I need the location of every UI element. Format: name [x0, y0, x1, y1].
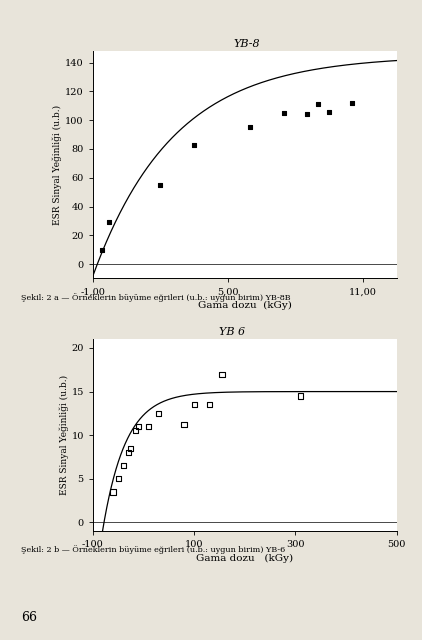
- Y-axis label: ESR Sinyal Yeğinliği (u.b.): ESR Sinyal Yeğinliği (u.b.): [53, 105, 62, 225]
- Point: [206, 399, 213, 410]
- Point: [191, 399, 197, 410]
- Text: YB 6: YB 6: [219, 327, 245, 337]
- Point: [314, 99, 321, 109]
- Point: [297, 391, 304, 401]
- Point: [145, 421, 152, 431]
- Point: [125, 447, 132, 458]
- Point: [98, 244, 105, 255]
- X-axis label: Gama dozu   (kGy): Gama dozu (kGy): [196, 554, 293, 563]
- Point: [115, 474, 122, 484]
- Point: [191, 140, 197, 150]
- Point: [247, 122, 254, 132]
- Point: [133, 426, 139, 436]
- Point: [181, 420, 187, 430]
- Text: Şekil: 2 a — Örneklerin büyüme eğrileri (u.b.: uygun birim) YB-8B: Şekil: 2 a — Örneklerin büyüme eğrileri …: [21, 293, 291, 302]
- Y-axis label: ESR Sinyal Yeğinliği (u.b.): ESR Sinyal Yeğinliği (u.b.): [59, 375, 69, 495]
- Point: [127, 443, 134, 453]
- Point: [155, 408, 162, 419]
- Point: [110, 487, 116, 497]
- Point: [219, 369, 225, 380]
- Point: [157, 180, 164, 190]
- Point: [105, 217, 112, 227]
- Text: YB-8: YB-8: [233, 39, 260, 49]
- Text: 66: 66: [21, 611, 37, 624]
- Point: [303, 109, 310, 120]
- X-axis label: Gama dozu  (kGy): Gama dozu (kGy): [198, 301, 292, 310]
- Point: [326, 106, 333, 116]
- Point: [120, 461, 127, 471]
- Point: [348, 98, 355, 108]
- Point: [281, 108, 287, 118]
- Point: [135, 421, 142, 431]
- Text: Şekil: 2 b — Örneklerin büyüme eğrileri (u.b.: uygun birim) YB-6: Şekil: 2 b — Örneklerin büyüme eğrileri …: [21, 545, 285, 554]
